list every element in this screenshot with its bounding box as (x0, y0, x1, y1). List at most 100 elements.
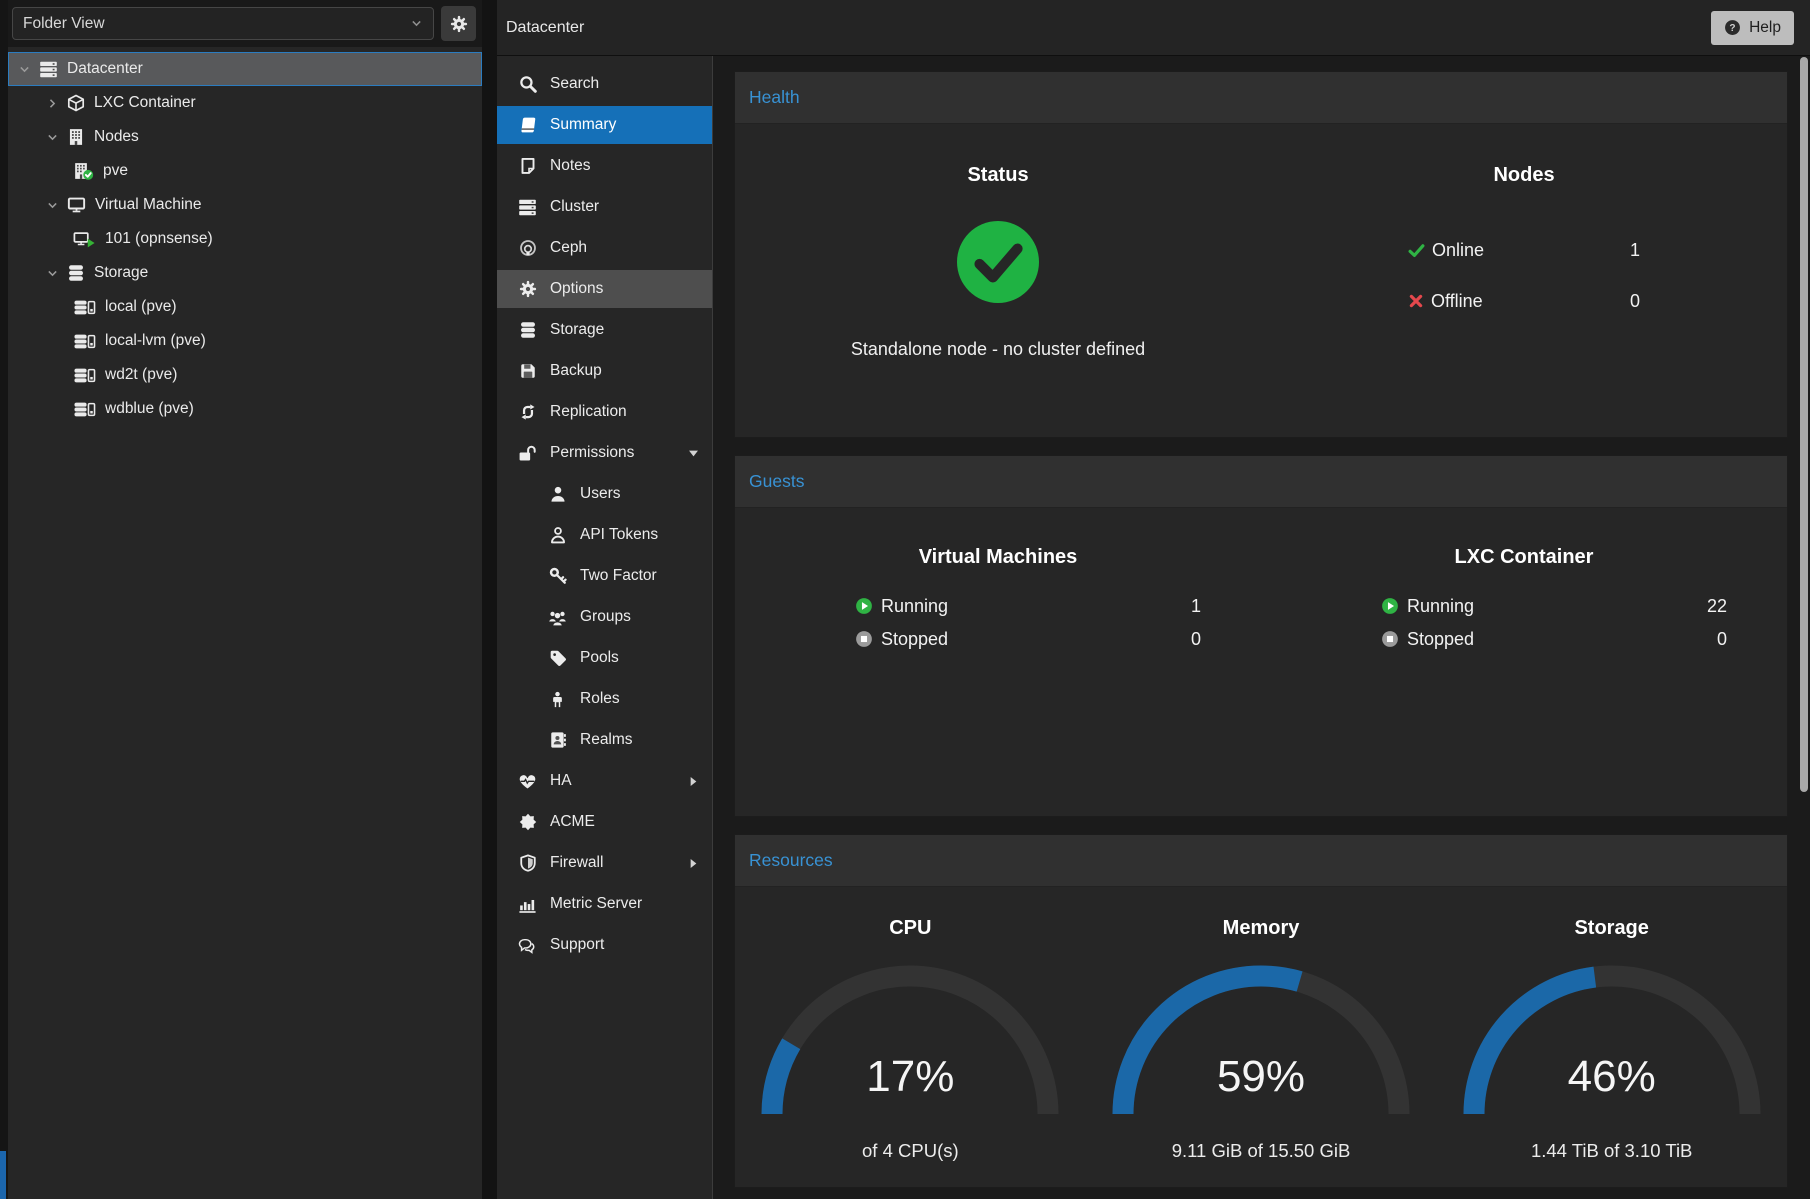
menu-item-label: API Tokens (580, 526, 658, 544)
tree-item-local-pve[interactable]: local (pve) (8, 290, 482, 324)
menu-item-options[interactable]: Options (497, 270, 712, 308)
scrollbar-thumb[interactable] (1800, 57, 1808, 792)
menu-item-api-tokens[interactable]: API Tokens (497, 516, 712, 554)
guest-row-running: Running 22 (1381, 593, 1727, 619)
tree-item-lxc-container[interactable]: LXC Container (8, 86, 482, 120)
resource-gauge-cpu: CPU17%of 4 CPU(s) (735, 887, 1086, 1187)
tree-item-label: LXC Container (94, 94, 196, 112)
gauge-percent: 59% (1111, 1052, 1411, 1102)
user-outline-icon (546, 526, 569, 544)
guest-row-label: Stopped (1407, 629, 1474, 650)
menu-item-label: Permissions (550, 444, 634, 462)
server-stack-icon (516, 198, 539, 217)
play-circle-icon (1381, 597, 1399, 615)
book-icon (516, 116, 539, 134)
play-circle-icon (855, 597, 873, 615)
menu-item-cluster[interactable]: Cluster (497, 188, 712, 226)
menu-item-realms[interactable]: Realms (497, 721, 712, 759)
tree-item-nodes[interactable]: Nodes (8, 120, 482, 154)
tree-item-label: pve (103, 162, 128, 180)
ceph-icon (516, 239, 539, 257)
chevron-down-icon[interactable] (45, 199, 60, 212)
gauge-arc: 59% (1111, 964, 1411, 1126)
menu-item-backup[interactable]: Backup (497, 352, 712, 390)
menu-item-support[interactable]: Support (497, 926, 712, 964)
nodes-heading: Nodes (1493, 164, 1554, 187)
menu-item-label: Storage (550, 321, 604, 339)
tree-item-datacenter[interactable]: Datacenter (8, 52, 482, 86)
search-icon (516, 75, 539, 93)
guests-panel-header: Guests (735, 456, 1787, 508)
menu-item-storage[interactable]: Storage (497, 311, 712, 349)
menu-item-label: Summary (550, 116, 616, 134)
tree-item-label: Nodes (94, 128, 139, 146)
tree-item-wdblue-pve[interactable]: wdblue (pve) (8, 392, 482, 426)
chevron-down-icon[interactable] (17, 63, 32, 76)
menu-item-users[interactable]: Users (497, 475, 712, 513)
menu-item-groups[interactable]: Groups (497, 598, 712, 636)
tree-item-local-lvm-pve[interactable]: local-lvm (pve) (8, 324, 482, 358)
database-drive-icon (73, 333, 96, 350)
menu-item-two-factor[interactable]: Two Factor (497, 557, 712, 595)
tree-item-virtual-machine[interactable]: Virtual Machine (8, 188, 482, 222)
gauge-heading: Storage (1574, 917, 1648, 940)
floppy-icon (516, 362, 539, 380)
health-panel-header: Health (735, 72, 1787, 124)
guest-row-value: 22 (1707, 596, 1727, 617)
menu-item-label: Roles (580, 690, 620, 708)
menu-item-search[interactable]: Search (497, 65, 712, 103)
node-status-label: Online (1432, 240, 1484, 261)
menu-item-acme[interactable]: ACME (497, 803, 712, 841)
menu-item-permissions[interactable]: Permissions (497, 434, 712, 472)
tree-item-101-opnsense[interactable]: 101 (opnsense) (8, 222, 482, 256)
person-icon (546, 691, 569, 708)
resources-panel-title: Resources (749, 850, 833, 871)
note-icon (516, 157, 539, 175)
stop-circle-icon (855, 630, 873, 648)
tree-item-label: Storage (94, 264, 148, 282)
menu-item-metric-server[interactable]: Metric Server (497, 885, 712, 923)
menu-item-label: Pools (580, 649, 619, 667)
view-mode-value: Folder View (23, 15, 105, 33)
status-ok-icon (957, 221, 1039, 303)
guest-row-label: Running (881, 596, 948, 617)
proxmox-app: Folder View Datacenter LXC Container Nodes… (0, 0, 1810, 1199)
tree-item-label: wdblue (pve) (105, 400, 194, 418)
resource-tree: Datacenter LXC Container Nodes pve Virtual M… (8, 47, 482, 1199)
menu-item-roles[interactable]: Roles (497, 680, 712, 718)
menu-item-label: Support (550, 936, 604, 954)
gauge-detail: 1.44 TiB of 3.10 TiB (1531, 1140, 1692, 1162)
node-status-value: 0 (1630, 291, 1640, 312)
menu-item-label: Groups (580, 608, 631, 626)
view-mode-select[interactable]: Folder View (12, 7, 434, 40)
tree-item-wd2t-pve[interactable]: wd2t (pve) (8, 358, 482, 392)
summary-content: Health Status Standalone node - no clust… (713, 56, 1810, 1199)
guest-row-label: Running (1407, 596, 1474, 617)
menu-item-firewall[interactable]: Firewall (497, 844, 712, 882)
gauge-heading: Memory (1223, 917, 1300, 940)
chevron-down-icon[interactable] (45, 267, 60, 280)
menu-item-summary[interactable]: Summary (497, 106, 712, 144)
menu-item-label: ACME (550, 813, 595, 831)
chevron-down-icon[interactable] (45, 131, 60, 144)
guest-group-virtual-machines: Virtual MachinesRunning1Stopped0 (735, 508, 1261, 816)
help-button[interactable]: ? Help (1711, 11, 1794, 45)
menu-item-label: Two Factor (580, 567, 657, 585)
tree-item-storage[interactable]: Storage (8, 256, 482, 290)
database-icon (516, 321, 539, 339)
tree-settings-button[interactable] (441, 6, 476, 41)
node-status-label: Offline (1431, 291, 1483, 312)
node-status-row-offline: Offline 0 (1408, 288, 1640, 314)
menu-item-notes[interactable]: Notes (497, 147, 712, 185)
menu-item-ceph[interactable]: Ceph (497, 229, 712, 267)
gauge-arc: 46% (1462, 964, 1762, 1126)
menu-item-ha[interactable]: HA (497, 762, 712, 800)
tree-item-pve[interactable]: pve (8, 154, 482, 188)
check-icon (1408, 242, 1425, 259)
resources-panel-header: Resources (735, 835, 1787, 887)
chevron-right-icon[interactable] (45, 97, 60, 110)
resource-gauge-memory: Memory59%9.11 GiB of 15.50 GiB (1086, 887, 1437, 1187)
gauge-percent: 17% (760, 1052, 1060, 1102)
menu-item-pools[interactable]: Pools (497, 639, 712, 677)
menu-item-replication[interactable]: Replication (497, 393, 712, 431)
